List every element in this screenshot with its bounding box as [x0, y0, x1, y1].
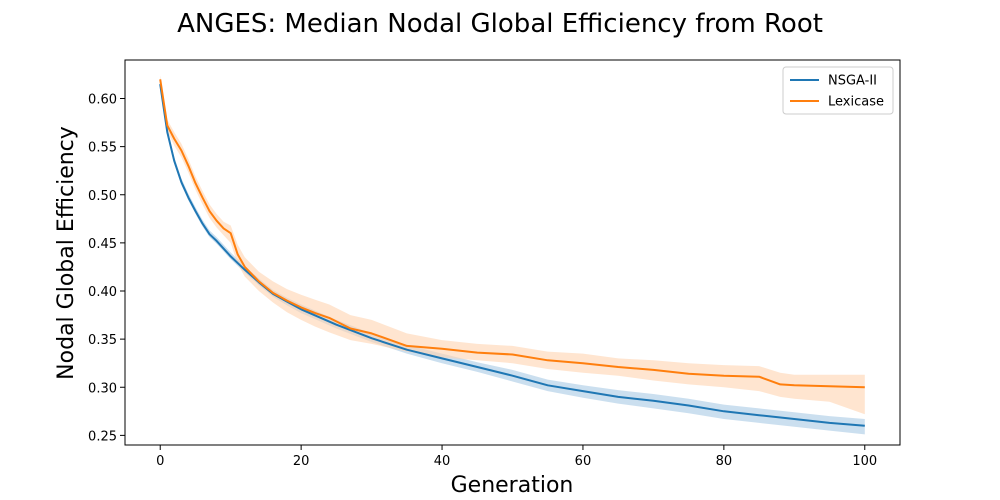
y-tick-label: 0.30 — [88, 381, 117, 396]
chart-title: ANGES: Median Nodal Global Efficiency fr… — [177, 9, 823, 39]
x-tick-label: 40 — [434, 454, 451, 469]
legend-label-lexicase: Lexicase — [828, 95, 884, 110]
x-tick-label: 80 — [716, 454, 733, 469]
x-tick-label: 20 — [293, 454, 310, 469]
y-tick-label: 0.60 — [88, 93, 117, 108]
x-tick-label: 0 — [156, 454, 164, 469]
x-tick-label: 60 — [575, 454, 592, 469]
legend: NSGA-II Lexicase — [782, 66, 894, 115]
legend-label-nsga-ii: NSGA-II — [828, 74, 877, 89]
y-tick-label: 0.45 — [88, 237, 117, 252]
plot-frame — [124, 59, 901, 446]
confidence-bands — [160, 75, 865, 435]
y-axis-ticks: 0.25 0.30 0.35 0.40 0.45 0.50 0.55 0.60 — [88, 93, 125, 444]
series-lines — [159, 79, 865, 427]
y-tick-label: 0.40 — [88, 285, 117, 300]
y-tick-label: 0.35 — [88, 333, 117, 348]
nsga-ii-line — [159, 83, 865, 427]
x-axis-label: Generation — [451, 473, 574, 498]
y-tick-label: 0.25 — [88, 429, 117, 444]
x-axis-ticks: 0 20 40 60 80 100 — [156, 445, 877, 469]
y-tick-label: 0.50 — [88, 189, 117, 204]
y-axis-label: Nodal Global Efficiency — [54, 126, 79, 380]
legend-box — [782, 66, 894, 115]
lexicase-band — [160, 75, 865, 415]
plot-area: 0 20 40 60 80 100 0.25 0.30 0.35 0.40 0.45 0.50 0.5… — [88, 59, 901, 469]
y-tick-label: 0.55 — [88, 141, 117, 156]
lexicase-line — [159, 79, 865, 389]
x-tick-label: 100 — [852, 454, 877, 469]
